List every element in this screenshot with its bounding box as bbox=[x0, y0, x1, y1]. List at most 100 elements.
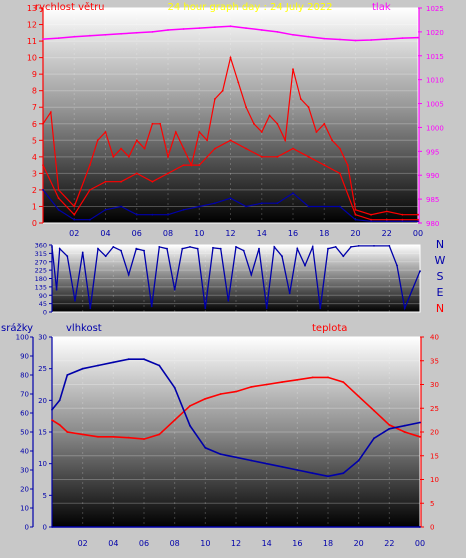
direction-tick-label: 135 bbox=[35, 283, 47, 291]
pressure-point bbox=[182, 28, 185, 30]
wind-gust-point bbox=[299, 98, 302, 100]
wind-direction-point bbox=[219, 247, 222, 250]
y-left-tick-label: 2 bbox=[32, 186, 37, 195]
wind-direction-point bbox=[334, 246, 337, 248]
temperature-point bbox=[189, 405, 191, 407]
wind-direction-point bbox=[388, 245, 391, 247]
wind-direction-point bbox=[158, 246, 161, 248]
wind-speed-point bbox=[104, 180, 107, 183]
wind-speed-point bbox=[276, 155, 279, 158]
humidity-point bbox=[81, 367, 84, 370]
wind-speed-point bbox=[229, 139, 232, 142]
wind-direction-point bbox=[304, 264, 306, 267]
direction-tick-label: 0 bbox=[43, 309, 47, 317]
humidity-tick-label: 5 bbox=[43, 492, 47, 500]
wind-direction-point bbox=[350, 246, 352, 248]
wind-direction-point bbox=[419, 270, 421, 272]
temperature-tick-label: 40 bbox=[430, 334, 439, 342]
rain-tick-label: 0 bbox=[25, 524, 29, 532]
pressure-point bbox=[57, 37, 60, 39]
wind-avg-point bbox=[120, 205, 122, 208]
wind-speed-point bbox=[182, 164, 185, 167]
direction-tick-label: 225 bbox=[35, 267, 47, 275]
wind-avg-point bbox=[57, 208, 60, 211]
temperature-label: teplota bbox=[312, 323, 347, 334]
humidity-tick-label: 0 bbox=[43, 524, 47, 532]
humidity-point bbox=[97, 364, 99, 367]
wind-direction-point bbox=[296, 247, 299, 250]
y-left-tick-label: 13 bbox=[27, 4, 37, 13]
wind-speed-point bbox=[292, 147, 294, 150]
direction-tick-label: 315 bbox=[35, 250, 47, 258]
wind-gust-point bbox=[253, 122, 255, 125]
rain-tick-label: 80 bbox=[20, 372, 29, 380]
wind-speed-point bbox=[417, 218, 419, 221]
wind-direction-point bbox=[135, 247, 138, 250]
wind-direction-point bbox=[242, 249, 245, 252]
x-tick-label: 08 bbox=[163, 229, 173, 238]
x-tick-label: 06 bbox=[132, 229, 142, 238]
compass-label: S bbox=[437, 270, 444, 283]
wind-direction-point bbox=[51, 246, 53, 248]
y-right-tick-label: 1020 bbox=[426, 29, 444, 37]
wind-gust-point bbox=[229, 56, 232, 59]
humidity-point bbox=[265, 462, 268, 465]
wind-direction-point bbox=[55, 288, 58, 291]
rain-tick-label: 70 bbox=[20, 391, 29, 399]
rain-tick-label: 40 bbox=[20, 448, 29, 456]
temperature-line bbox=[51, 376, 421, 440]
pressure-point bbox=[198, 27, 201, 29]
wind-gust-point bbox=[307, 106, 310, 109]
wind-direction-point bbox=[173, 288, 176, 291]
pressure-point bbox=[151, 31, 154, 33]
direction-tick-label: 270 bbox=[35, 258, 47, 266]
direction-tick-label: 180 bbox=[35, 275, 47, 283]
temperature-point bbox=[51, 419, 53, 421]
humidity-tick-label: 30 bbox=[38, 334, 47, 342]
pressure-point bbox=[370, 39, 372, 41]
rain-tick-label: 20 bbox=[20, 486, 29, 494]
temperature-tick-label: 5 bbox=[430, 500, 434, 508]
wind-direction-point bbox=[112, 246, 115, 248]
temperature-tick-label: 35 bbox=[430, 357, 439, 365]
wind-gust-point bbox=[284, 139, 287, 142]
x-tick-label: 06 bbox=[139, 539, 149, 548]
wind-speed-point bbox=[57, 197, 60, 200]
wind-direction-point bbox=[357, 245, 360, 247]
humidity-tick-label: 10 bbox=[38, 460, 47, 468]
rain-point bbox=[51, 526, 53, 528]
wind-direction-point bbox=[89, 307, 92, 310]
humidity-point bbox=[189, 424, 191, 427]
x-tick-label: 22 bbox=[384, 539, 394, 548]
wind-avg-point bbox=[385, 220, 388, 223]
pressure-point bbox=[42, 38, 44, 40]
y-left-tick-label: 8 bbox=[32, 87, 37, 96]
temperature-point bbox=[311, 376, 314, 379]
wind-gust-point bbox=[120, 147, 122, 150]
wind-direction-point bbox=[342, 255, 345, 258]
pressure-point bbox=[339, 38, 341, 41]
wind-direction-point bbox=[81, 251, 84, 254]
wind-speed-point bbox=[198, 164, 201, 167]
x-tick-label: 16 bbox=[292, 539, 302, 548]
humidity-point bbox=[235, 456, 237, 459]
temperature-tick-label: 15 bbox=[430, 452, 439, 460]
wind-gust-point bbox=[104, 131, 107, 133]
rain-label: srážky bbox=[1, 322, 33, 334]
pressure-point bbox=[135, 31, 138, 34]
temperature-point bbox=[219, 393, 222, 395]
wind-speed-point bbox=[401, 218, 404, 221]
temperature-tick-label: 25 bbox=[430, 405, 439, 413]
pressure-point bbox=[417, 36, 419, 39]
wind-gust-point bbox=[135, 139, 138, 142]
wind-direction-line bbox=[51, 244, 421, 311]
wind-gust-point bbox=[339, 147, 341, 150]
pressure-point bbox=[323, 37, 326, 40]
wind-speed-point bbox=[385, 218, 388, 221]
humidity-point bbox=[296, 469, 299, 471]
wind-avg-point bbox=[89, 218, 91, 221]
wind-gust-point bbox=[73, 205, 76, 208]
humidity-point bbox=[327, 475, 329, 478]
temperature-point bbox=[327, 376, 329, 379]
